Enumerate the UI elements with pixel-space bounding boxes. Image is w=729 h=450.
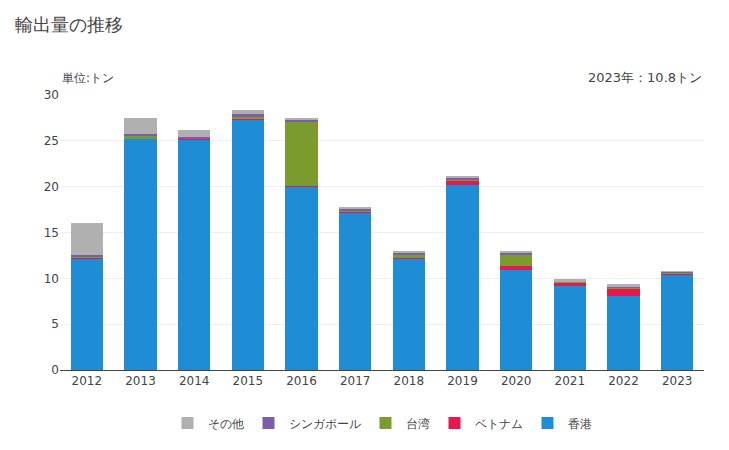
svg-text:2018: 2018 [394,374,425,388]
svg-text:2015: 2015 [233,374,264,388]
svg-text:2023: 2023 [662,374,693,388]
svg-text:2019: 2019 [447,374,478,388]
svg-text:2021: 2021 [555,374,586,388]
svg-text:5: 5 [51,317,59,331]
svg-text:台湾: 台湾 [406,417,430,431]
svg-text:15: 15 [44,226,59,240]
svg-text:2023年：10.8トン: 2023年：10.8トン [588,70,702,85]
svg-text:2012: 2012 [72,374,103,388]
svg-text:2017: 2017 [340,374,371,388]
svg-text:2014: 2014 [179,374,210,388]
svg-text:2013: 2013 [125,374,156,388]
svg-text:0: 0 [51,363,59,377]
svg-text:2022: 2022 [608,374,639,388]
svg-text:香港: 香港 [568,417,592,431]
svg-text:シンガポール: シンガポール [289,417,361,431]
svg-text:2016: 2016 [286,374,317,388]
svg-text:10: 10 [44,272,59,286]
svg-text:その他: その他 [208,417,244,431]
svg-text:単位:トン: 単位:トン [62,71,114,85]
svg-text:2020: 2020 [501,374,532,388]
svg-text:輸出量の推移: 輸出量の推移 [15,14,123,35]
svg-text:30: 30 [44,88,59,102]
svg-text:25: 25 [44,134,59,148]
svg-text:20: 20 [44,180,59,194]
svg-text:ベトナム: ベトナム [475,417,523,431]
